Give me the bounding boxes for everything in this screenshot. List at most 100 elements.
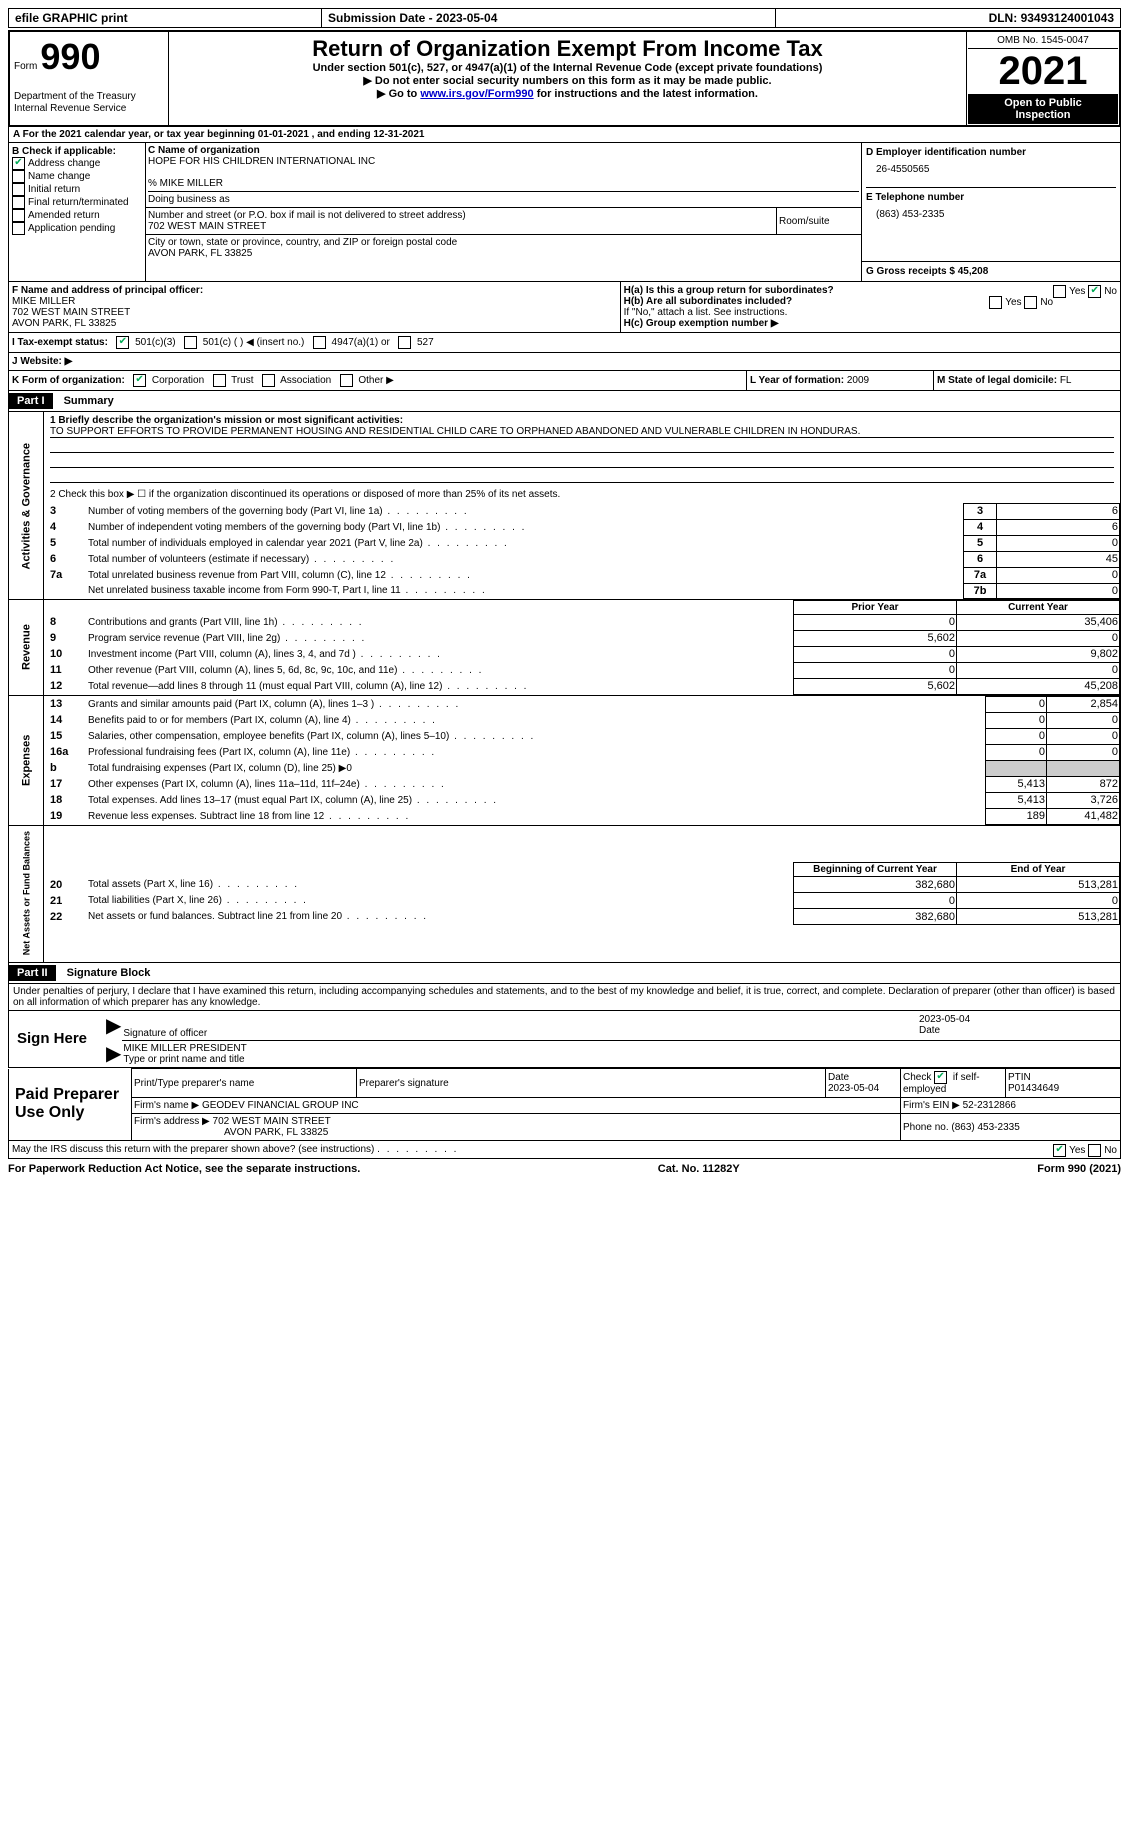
q1: 1 Briefly describe the organization's mi…: [44, 412, 1121, 486]
summary-row: 16a Professional fundraising fees (Part …: [44, 744, 1120, 760]
k-l-m-block: K Form of organization: Corporation Trus…: [8, 371, 1121, 391]
officer-name-cell: MIKE MILLER PRESIDENT Type or print name…: [122, 1040, 1120, 1068]
summary-row: b Total fundraising expenses (Part IX, c…: [44, 760, 1120, 776]
form-title: Return of Organization Exempt From Incom…: [177, 36, 958, 62]
box-g: G Gross receipts $ 45,208: [862, 261, 1121, 281]
tax-year: 2021: [968, 49, 1118, 94]
firm-addr: Firm's address ▶ 702 WEST MAIN STREET AV…: [132, 1114, 901, 1141]
summary-row: 7a Total unrelated business revenue from…: [44, 567, 1120, 583]
part1-header: Part I Summary: [8, 391, 1121, 412]
firm-name: Firm's name ▶ GEODEV FINANCIAL GROUP INC: [132, 1098, 901, 1114]
column-header: Beginning of Current Year End of Year: [44, 863, 1120, 877]
dln-cell: DLN: 93493124001043: [776, 9, 1121, 28]
summary-row: 3 Number of voting members of the govern…: [44, 503, 1120, 519]
summary-row: 13 Grants and similar amounts paid (Part…: [44, 696, 1120, 712]
q2: 2 Check this box ▶ ☐ if the organization…: [44, 486, 1121, 503]
summary-row: 22 Net assets or fund balances. Subtract…: [44, 909, 1120, 925]
summary-row: 9 Program service revenue (Part VIII, li…: [44, 630, 1120, 646]
page-footer: For Paperwork Reduction Act Notice, see …: [8, 1159, 1121, 1175]
sig-officer: Signature of officer: [122, 1011, 918, 1041]
org-form-opt[interactable]: Other ▶: [331, 375, 394, 386]
year-cell: OMB No. 1545-0047 2021 Open to Public In…: [967, 31, 1121, 126]
title-cell: Return of Organization Exempt From Incom…: [169, 31, 967, 126]
org-form-opt[interactable]: Corporation: [128, 375, 205, 386]
checkbox-application-pending[interactable]: Application pending: [12, 222, 142, 235]
paid-preparer-block: Paid Preparer Use Only Print/Type prepar…: [8, 1068, 1121, 1141]
efile-label: efile GRAPHIC print: [9, 9, 322, 28]
period-row: A For the 2021 calendar year, or tax yea…: [8, 127, 1121, 143]
box-c-addr: Number and street (or P.O. box if mail i…: [146, 208, 862, 262]
checkbox-address-change[interactable]: Address change: [12, 157, 142, 170]
checkbox-name-change[interactable]: Name change: [12, 170, 142, 183]
taxstatus-opt[interactable]: 501(c)(3): [111, 337, 176, 348]
subtitle: Under section 501(c), 527, or 4947(a)(1)…: [177, 62, 958, 74]
form-number: 990: [40, 36, 100, 77]
sig-date-cell: 2023-05-04 Date: [918, 1011, 1121, 1041]
form-header: Form 990 Department of the Treasury Inte…: [8, 30, 1121, 127]
i-j-block: I Tax-exempt status: 501(c)(3) 501(c) ( …: [8, 333, 1121, 371]
top-bar: efile GRAPHIC print Submission Date - 20…: [8, 8, 1121, 28]
rev-label: Revenue: [9, 599, 44, 695]
summary-row: 10 Investment income (Part VIII, column …: [44, 646, 1120, 662]
submission-date: 2023-05-04: [436, 11, 497, 25]
part1-body: Activities & Governance 1 Briefly descri…: [8, 412, 1121, 963]
checkbox-initial-return[interactable]: Initial return: [12, 183, 142, 196]
summary-row: Net unrelated business taxable income fr…: [44, 583, 1120, 598]
summary-row: 20 Total assets (Part X, line 16) 382,68…: [44, 877, 1120, 893]
summary-row: 5 Total number of individuals employed i…: [44, 535, 1120, 551]
self-emp: Check if self-employed: [901, 1069, 1006, 1098]
summary-row: 12 Total revenue—add lines 8 through 11 …: [44, 678, 1120, 694]
instr2: ▶ Go to www.irs.gov/Form990 for instruct…: [177, 87, 958, 100]
discuss-row: May the IRS discuss this return with the…: [8, 1141, 1121, 1159]
summary-row: 6 Total number of volunteers (estimate i…: [44, 551, 1120, 567]
sign-here-block: Sign Here ▶ Signature of officer 2023-05…: [8, 1011, 1121, 1069]
checkbox-final-return-terminated[interactable]: Final return/terminated: [12, 196, 142, 209]
entity-block: B Check if applicable: Address changeNam…: [8, 143, 1121, 282]
summary-row: 19 Revenue less expenses. Subtract line …: [44, 808, 1120, 824]
part2-header: Part II Signature Block: [8, 963, 1121, 984]
summary-row: 18 Total expenses. Add lines 13–17 (must…: [44, 792, 1120, 808]
summary-row: 21 Total liabilities (Part X, line 26) 0…: [44, 893, 1120, 909]
gov-label: Activities & Governance: [9, 412, 44, 600]
form990-link[interactable]: www.irs.gov/Form990: [420, 88, 533, 100]
dln: 93493124001043: [1021, 11, 1114, 25]
sign-here: Sign Here: [9, 1011, 106, 1068]
dept: Department of the Treasury Internal Reve…: [14, 91, 136, 114]
taxstatus-opt[interactable]: 4947(a)(1) or: [304, 337, 389, 348]
box-b: B Check if applicable: Address changeNam…: [9, 143, 146, 281]
omb: OMB No. 1545-0047: [968, 33, 1118, 49]
submission-label: Submission Date -: [328, 11, 436, 25]
summary-row: 17 Other expenses (Part IX, column (A), …: [44, 776, 1120, 792]
summary-row: 14 Benefits paid to or for members (Part…: [44, 712, 1120, 728]
form-id-cell: Form 990 Department of the Treasury Inte…: [9, 31, 169, 126]
box-l: L Year of formation: 2009: [747, 371, 934, 391]
form-label: Form: [14, 61, 37, 72]
paid-label: Paid Preparer Use Only: [9, 1069, 132, 1141]
taxstatus-opt[interactable]: 501(c) ( ) ◀ (insert no.): [176, 337, 305, 348]
tax-status: I Tax-exempt status: 501(c)(3) 501(c) ( …: [9, 333, 1121, 353]
dln-label: DLN:: [989, 11, 1021, 25]
firm-ein: Firm's EIN ▶ 52-2312866: [901, 1098, 1121, 1114]
firm-phone: Phone no. (863) 453-2335: [901, 1114, 1121, 1141]
declaration: Under penalties of perjury, I declare th…: [8, 984, 1121, 1011]
open-inspection: Open to Public Inspection: [968, 94, 1118, 124]
checkbox-amended-return[interactable]: Amended return: [12, 209, 142, 222]
box-d-e: D Employer identification number 26-4550…: [862, 143, 1121, 261]
ptin-cell: PTIN P01434649: [1006, 1069, 1121, 1098]
submission-cell: Submission Date - 2023-05-04: [321, 9, 775, 28]
summary-row: 4 Number of independent voting members o…: [44, 519, 1120, 535]
org-form-opt[interactable]: Association: [254, 375, 332, 386]
org-form-opt[interactable]: Trust: [204, 375, 253, 386]
summary-row: 8 Contributions and grants (Part VIII, l…: [44, 614, 1120, 630]
box-c-name: C Name of organization HOPE FOR HIS CHIL…: [146, 143, 862, 208]
box-m: M State of legal domicile: FL: [934, 371, 1121, 391]
column-header: Prior Year Current Year: [44, 600, 1120, 614]
box-f: F Name and address of principal officer:…: [9, 282, 621, 333]
box-h: H(a) Is this a group return for subordin…: [620, 282, 1120, 333]
website: J Website: ▶: [9, 352, 1121, 370]
box-k: K Form of organization: Corporation Trus…: [9, 371, 747, 391]
net-label: Net Assets or Fund Balances: [9, 825, 44, 962]
instr1: ▶ Do not enter social security numbers o…: [177, 74, 958, 87]
taxstatus-opt[interactable]: 527: [390, 337, 434, 348]
f-h-block: F Name and address of principal officer:…: [8, 282, 1121, 333]
